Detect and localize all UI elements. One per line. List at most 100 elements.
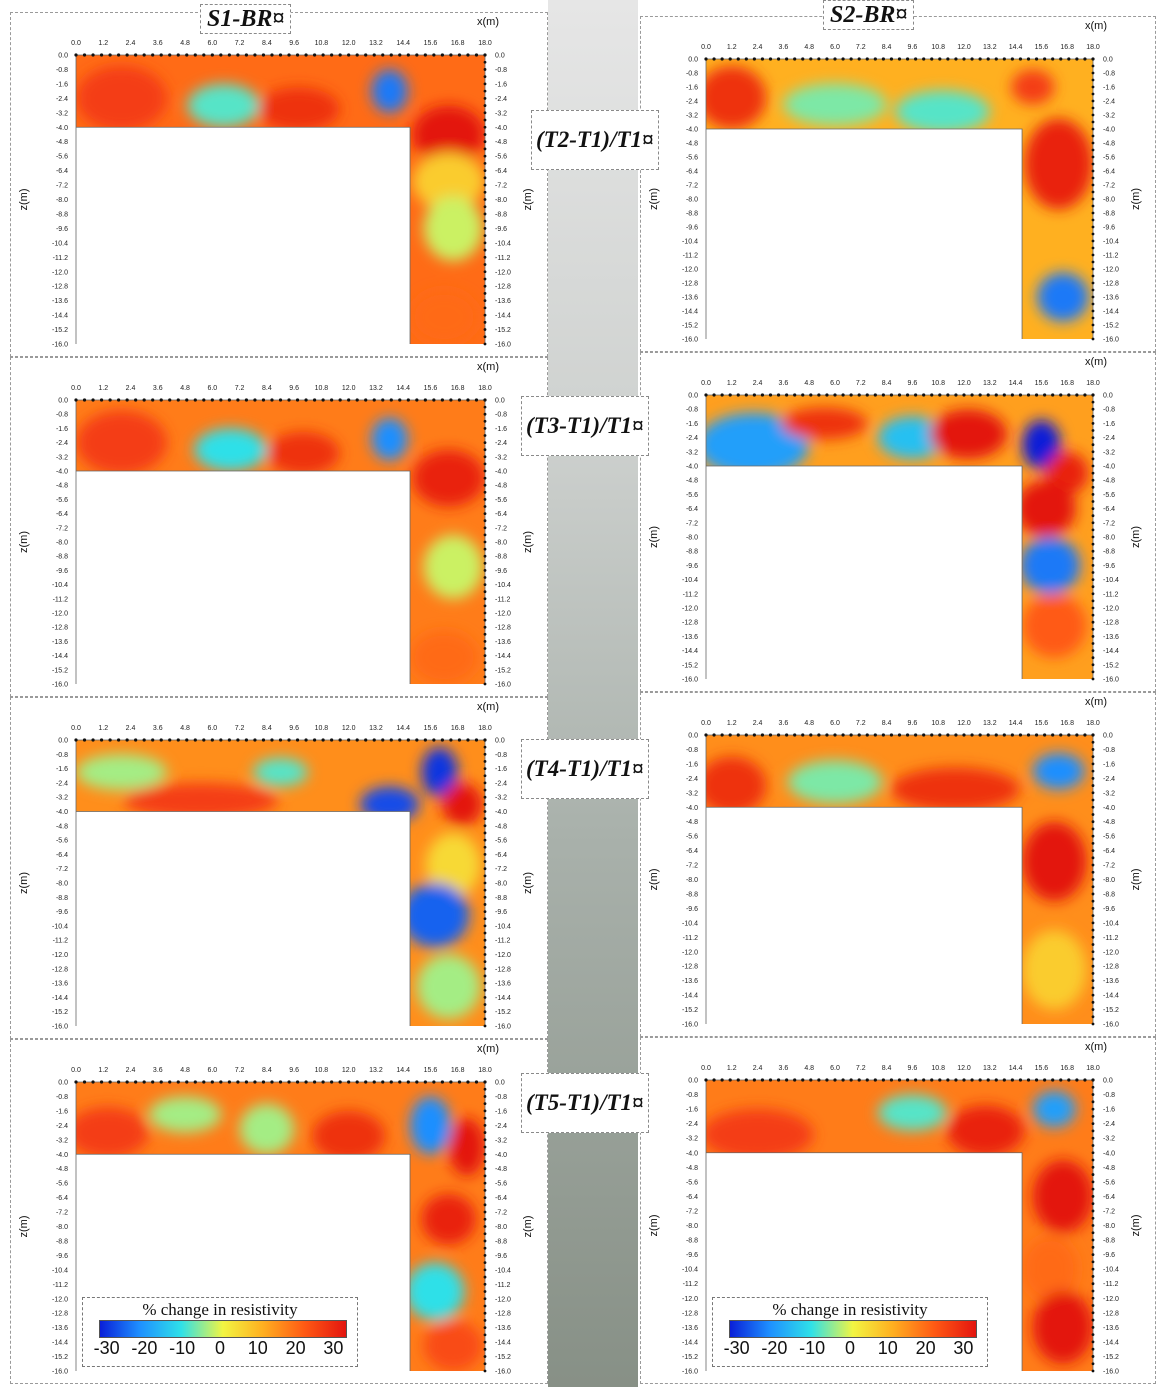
z-tick-label: -7.2 bbox=[495, 866, 507, 873]
z-tick-label: -8.8 bbox=[1103, 549, 1115, 556]
electrode-marker bbox=[227, 398, 231, 402]
electrode-marker bbox=[483, 668, 487, 672]
resistivity-anomaly bbox=[412, 105, 485, 164]
x-tick-label: 16.8 bbox=[451, 1067, 465, 1074]
z-tick-label: -3.2 bbox=[1103, 790, 1115, 797]
electrode-marker bbox=[1091, 663, 1095, 667]
resistivity-section-plot: 0.0 1.2 2.4 3.6 4.8 6.0 7.2 8.4 9.6 10.8 12.0 13.2 1… bbox=[648, 20, 1142, 344]
electrode-marker bbox=[1067, 393, 1071, 397]
electrode-marker bbox=[1010, 57, 1014, 61]
electrode-marker bbox=[1091, 1231, 1095, 1235]
electrode-marker bbox=[483, 632, 487, 636]
electrode-marker bbox=[483, 604, 487, 608]
z-tick-label: -2.4 bbox=[1103, 776, 1115, 783]
z-tick-label: -15.2 bbox=[495, 327, 511, 334]
electrode-marker bbox=[483, 405, 487, 409]
electrode-marker bbox=[483, 1326, 487, 1330]
electrode-marker bbox=[423, 738, 427, 742]
z-tick-label: -2.4 bbox=[686, 99, 698, 106]
electrode-marker bbox=[347, 738, 351, 742]
electrode-marker bbox=[483, 647, 487, 650]
z-tick-label: -11.2 bbox=[53, 255, 69, 262]
electrode-marker bbox=[483, 526, 487, 530]
x-tick-label: 15.6 bbox=[424, 725, 438, 732]
x-tick-label: 18.0 bbox=[1086, 1065, 1100, 1072]
x-tick-label: 15.6 bbox=[424, 385, 438, 392]
z-tick-label: -14.4 bbox=[52, 995, 68, 1002]
electrode-marker bbox=[1091, 979, 1095, 983]
electrode-marker bbox=[1091, 606, 1095, 610]
electrode-marker bbox=[432, 398, 436, 402]
z-tick-label: -3.2 bbox=[495, 795, 507, 802]
electrode-marker bbox=[287, 1080, 291, 1084]
electrode-marker bbox=[483, 1181, 487, 1185]
electrode-marker bbox=[1034, 57, 1039, 61]
electrode-marker bbox=[82, 1080, 87, 1084]
z-tick-label: -16.0 bbox=[682, 677, 698, 684]
x-tick-label: 7.2 bbox=[235, 40, 245, 47]
electrode-marker bbox=[1091, 1151, 1095, 1155]
z-tick-label: -9.6 bbox=[1103, 563, 1115, 570]
x-tick-label: 3.6 bbox=[153, 1067, 163, 1074]
x-tick-label: 0.0 bbox=[701, 1065, 711, 1072]
z-tick-label: -14.4 bbox=[682, 993, 698, 1000]
electrode-marker bbox=[483, 974, 487, 978]
electrode-marker bbox=[483, 1282, 487, 1286]
electrode-marker bbox=[1091, 514, 1095, 518]
electrode-marker bbox=[1091, 288, 1095, 292]
electrode-marker bbox=[287, 398, 291, 402]
x-tick-label: 10.8 bbox=[315, 385, 329, 392]
panel-s1-t2: 0.0 1.2 2.4 3.6 4.8 6.0 7.2 8.4 9.6 10.8 12.0 13.2 1… bbox=[10, 12, 548, 357]
x-axis-title: x(m) bbox=[477, 16, 499, 28]
z-tick-label: -5.6 bbox=[686, 155, 698, 162]
electrode-marker bbox=[986, 733, 990, 737]
electrode-marker bbox=[483, 910, 487, 913]
electrode-marker bbox=[1091, 443, 1095, 447]
resistivity-section-plot: 0.0 1.2 2.4 3.6 4.8 6.0 7.2 8.4 9.6 10.8 12.0 13.2 1… bbox=[18, 16, 534, 349]
electrode-marker bbox=[752, 393, 756, 397]
electrode-marker bbox=[312, 398, 317, 402]
electrode-marker bbox=[125, 1080, 129, 1084]
electrode-marker bbox=[1091, 856, 1095, 860]
z-tick-label: -7.2 bbox=[1103, 863, 1115, 870]
z-tick-label: -4.0 bbox=[495, 469, 507, 476]
resistivity-anomaly bbox=[441, 782, 483, 826]
electrode-marker bbox=[1091, 1107, 1095, 1111]
x-tick-label: 12.0 bbox=[957, 380, 971, 387]
z-tick-label: -11.2 bbox=[495, 596, 511, 603]
x-tick-label: 15.6 bbox=[1035, 1065, 1049, 1072]
electrode-marker bbox=[483, 675, 487, 679]
x-tick-label: 14.4 bbox=[396, 40, 410, 47]
electrode-marker bbox=[389, 1080, 393, 1084]
electrode-marker bbox=[483, 654, 487, 657]
electrode-marker bbox=[1091, 1347, 1095, 1351]
x-tick-label: 7.2 bbox=[856, 720, 866, 727]
electrode-marker bbox=[1091, 429, 1095, 432]
electrode-marker bbox=[1075, 57, 1079, 61]
electrode-marker bbox=[978, 57, 982, 61]
z-tick-label: -11.2 bbox=[683, 253, 699, 260]
z-tick-label: -12.0 bbox=[1103, 606, 1119, 613]
electrode-marker bbox=[236, 398, 240, 402]
electrode-marker bbox=[483, 967, 487, 971]
z-tick-label: -0.8 bbox=[1103, 71, 1115, 78]
x-tick-label: 1.2 bbox=[98, 40, 108, 47]
electrode-marker bbox=[91, 738, 95, 742]
x-tick-label: 1.2 bbox=[727, 1065, 737, 1072]
electrode-marker bbox=[1091, 820, 1095, 824]
electrode-marker bbox=[483, 1210, 487, 1214]
electrode-marker bbox=[905, 733, 910, 737]
x-tick-label: 13.2 bbox=[369, 725, 383, 732]
electrode-marker bbox=[483, 838, 487, 842]
z-tick-label: -0.8 bbox=[56, 412, 68, 419]
electrode-marker bbox=[1091, 592, 1095, 596]
z-tick-label: -13.6 bbox=[1103, 1325, 1119, 1332]
z-axis-title: z(m) bbox=[522, 872, 534, 894]
electrode-marker bbox=[483, 810, 487, 813]
electrode-marker bbox=[970, 57, 974, 61]
z-tick-label: -14.4 bbox=[495, 313, 511, 320]
z-tick-label: -1.6 bbox=[56, 81, 68, 88]
x-tick-label: 12.0 bbox=[342, 40, 356, 47]
electrode-marker bbox=[253, 398, 257, 402]
resistivity-anomaly bbox=[1011, 69, 1055, 105]
